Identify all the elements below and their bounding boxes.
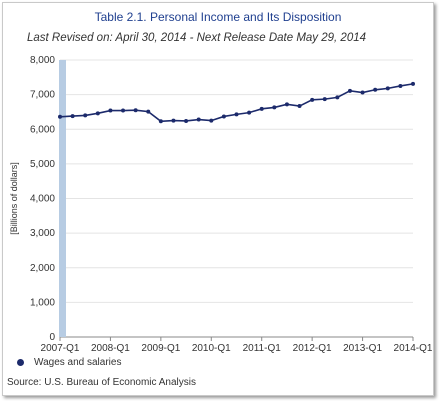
data-point [196, 117, 201, 122]
y-axis-label: [Billions of dollars] [9, 162, 19, 235]
data-point [335, 95, 340, 100]
data-point [108, 108, 113, 113]
chart-subtitle: Last Revised on: April 30, 2014 - Next R… [27, 32, 367, 44]
data-point [310, 97, 315, 102]
x-tick-label: 2010-Q1 [192, 343, 231, 354]
x-tick-label: 2009-Q1 [141, 343, 180, 354]
axes: 0 1,000 2,000 3,000 4,000 5,000 6,000 7,000 8,00… [30, 55, 433, 354]
x-tick-label: 2007-Q1 [41, 343, 80, 354]
data-point [398, 83, 403, 88]
legend-label: Wages and salaries [34, 357, 122, 368]
series-layer [58, 81, 415, 124]
x-tick-label: 2012-Q1 [293, 343, 332, 354]
data-point [297, 104, 302, 109]
chart-title: Table 2.1. Personal Income and Its Dispo… [94, 10, 342, 24]
data-point [171, 118, 176, 123]
y-tick-label: 4,000 [30, 194, 55, 205]
line-chart: 0 1,000 2,000 3,000 4,000 5,000 6,000 7,000 8,00… [9, 55, 433, 354]
x-tick-label: 2014-Q1 [394, 343, 433, 354]
data-point [234, 112, 239, 117]
source-note: Source: U.S. Bureau of Economic Analysis [7, 377, 196, 388]
data-point [385, 86, 390, 91]
gridlines [60, 59, 413, 338]
y-tick-label: 1,000 [30, 297, 55, 308]
data-point [133, 108, 138, 113]
chart-frame: Table 2.1. Personal Income and Its Dispo… [2, 2, 434, 396]
y-tick-label: 8,000 [30, 55, 55, 66]
data-point [209, 118, 214, 123]
data-point [360, 90, 365, 95]
data-point [58, 114, 62, 119]
data-point [184, 118, 189, 123]
data-point [95, 111, 100, 116]
legend: Wages and salaries [17, 357, 121, 368]
data-point [411, 81, 415, 86]
y-tick-label: 5,000 [30, 159, 55, 170]
x-tick-label: 2013-Q1 [343, 343, 382, 354]
data-point [347, 88, 352, 93]
data-point [121, 108, 126, 113]
data-point [272, 105, 277, 110]
y-tick-label: 3,000 [30, 228, 55, 239]
data-point [322, 97, 327, 102]
data-point [221, 114, 226, 119]
data-point [70, 114, 75, 119]
data-point [284, 102, 289, 107]
y-tick-label: 7,000 [30, 90, 55, 101]
legend-marker-icon [17, 359, 24, 366]
y-tick-label: 2,000 [30, 263, 55, 274]
data-point [83, 113, 88, 118]
y-tick-label: 0 [49, 332, 55, 343]
data-point [158, 119, 163, 124]
x-tick-label: 2011-Q1 [243, 343, 282, 354]
data-point [373, 87, 378, 92]
data-point [247, 110, 252, 115]
x-tick-label: 2008-Q1 [91, 343, 130, 354]
y-axis-band [59, 60, 66, 337]
data-point [259, 106, 264, 111]
y-tick-label: 6,000 [30, 124, 55, 135]
data-point [146, 109, 151, 114]
